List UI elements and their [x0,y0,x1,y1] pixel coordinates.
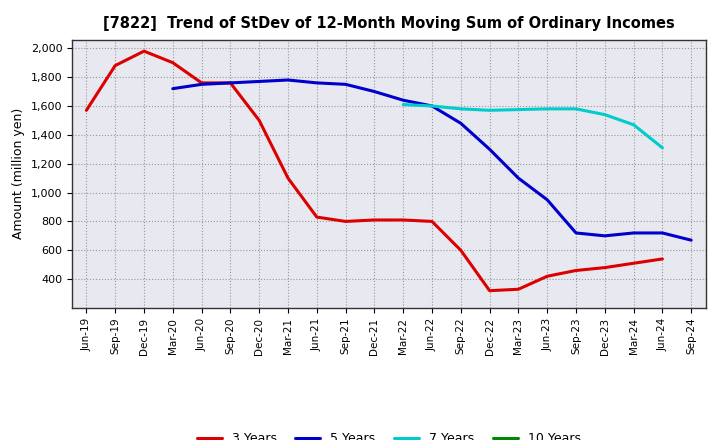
3 Years [82,108,91,113]
3 Years [514,286,523,292]
7 Years [629,122,638,127]
3 Years [341,219,350,224]
5 Years [687,238,696,243]
5 Years [168,86,177,92]
5 Years [456,121,465,126]
5 Years [399,98,408,103]
7 Years [543,106,552,111]
5 Years [284,77,292,83]
5 Years [543,197,552,202]
3 Years [226,80,235,85]
3 Years [658,256,667,261]
3 Years [255,118,264,123]
5 Years [255,79,264,84]
7 Years [485,108,494,113]
5 Years [370,89,379,94]
5 Years [600,233,609,238]
7 Years [514,107,523,112]
3 Years [399,217,408,223]
5 Years [629,230,638,235]
5 Years [312,80,321,85]
Line: 3 Years: 3 Years [86,51,662,291]
3 Years [543,274,552,279]
3 Years [312,214,321,220]
3 Years [600,265,609,270]
Line: 7 Years: 7 Years [403,105,662,148]
3 Years [456,248,465,253]
Title: [7822]  Trend of StDev of 12-Month Moving Sum of Ordinary Incomes: [7822] Trend of StDev of 12-Month Moving… [103,16,675,32]
5 Years [485,147,494,152]
3 Years [572,268,580,273]
7 Years [572,106,580,111]
5 Years [572,230,580,235]
5 Years [428,103,436,109]
Legend: 3 Years, 5 Years, 7 Years, 10 Years: 3 Years, 5 Years, 7 Years, 10 Years [192,427,586,440]
3 Years [428,219,436,224]
5 Years [514,176,523,181]
7 Years [399,102,408,107]
7 Years [428,103,436,109]
Y-axis label: Amount (million yen): Amount (million yen) [12,108,25,239]
3 Years [284,176,292,181]
3 Years [168,60,177,65]
3 Years [197,80,206,85]
5 Years [341,82,350,87]
7 Years [600,112,609,117]
3 Years [140,48,148,54]
7 Years [658,145,667,150]
3 Years [485,288,494,293]
7 Years [456,106,465,111]
3 Years [111,63,120,68]
5 Years [226,80,235,85]
5 Years [658,230,667,235]
5 Years [197,82,206,87]
3 Years [370,217,379,223]
Line: 5 Years: 5 Years [173,80,691,240]
3 Years [629,260,638,266]
